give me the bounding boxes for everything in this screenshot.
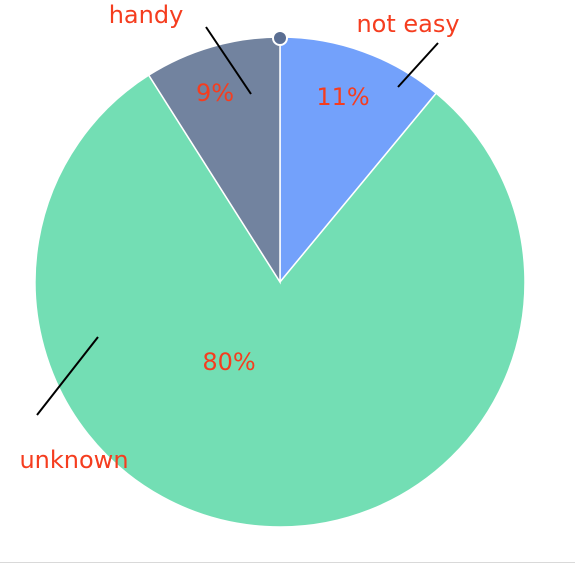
- pie-slice-unknown: [34, 74, 526, 528]
- category-label-handy: handy: [109, 1, 184, 29]
- category-label-not-easy: not easy: [356, 10, 459, 38]
- pie-slice-not-easy: [279, 36, 438, 285]
- leader-line-not-easy: [397, 42, 439, 88]
- start-marker-dot: [272, 30, 288, 46]
- leader-line-handy: [205, 26, 252, 95]
- percent-label-handy: 9%: [196, 79, 234, 107]
- bottom-divider: [0, 562, 575, 563]
- category-label-unknown: unknown: [19, 446, 128, 474]
- leader-line-unknown: [36, 336, 99, 416]
- percent-label-not-easy: 11%: [316, 83, 369, 111]
- percent-label-unknown: 80%: [202, 348, 255, 376]
